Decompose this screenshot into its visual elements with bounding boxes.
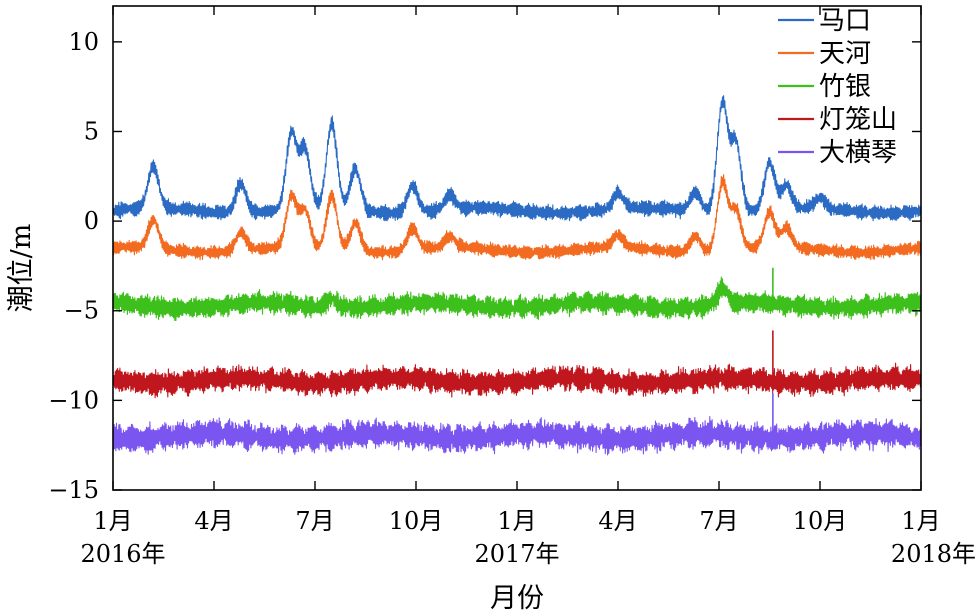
x-tick-label: 1月: [93, 507, 132, 535]
x-year-label: 2016年: [80, 540, 165, 568]
x-tick-label: 7月: [295, 507, 334, 535]
x-year-label: 2017年: [474, 540, 559, 568]
legend-label: 灯笼山: [819, 105, 897, 135]
x-tick-label: 1月: [497, 507, 536, 535]
series-line-2: [112, 174, 922, 261]
x-tick-label: 4月: [194, 507, 233, 535]
series-line-3: [112, 276, 922, 322]
x-axis-label: 月份: [490, 583, 544, 614]
y-tick-label: −15: [48, 476, 99, 504]
legend-label: 大横琴: [819, 138, 897, 168]
series-line-4: [112, 362, 922, 399]
series-line-5: [112, 416, 922, 456]
series-layer: [112, 95, 922, 456]
x-tick-label: 1月: [901, 507, 940, 535]
legend-label: 马口: [819, 6, 871, 36]
axis-layer: 10 5 0 −5 −10 −15 1月 2016年 4月 7月 10月 1月 2017年 4月 7月 10月…: [48, 6, 976, 568]
legend-label: 竹银: [819, 72, 871, 102]
x-tick-label: 7月: [699, 507, 738, 535]
y-tick-label: 0: [84, 207, 99, 235]
y-axis-label: 潮位/m: [6, 224, 37, 313]
x-tick-label: 4月: [598, 507, 637, 535]
series-line-1: [112, 95, 922, 222]
legend-label: 天河: [819, 39, 871, 69]
x-year-label: 2018年: [891, 540, 976, 568]
y-tick-label: −10: [48, 386, 99, 414]
y-tick-label: 10: [68, 28, 99, 56]
y-tick-label: −5: [64, 297, 99, 325]
x-tick-label: 10月: [389, 507, 444, 535]
x-tick-label: 10月: [793, 507, 848, 535]
y-tick-label: 5: [84, 117, 99, 145]
